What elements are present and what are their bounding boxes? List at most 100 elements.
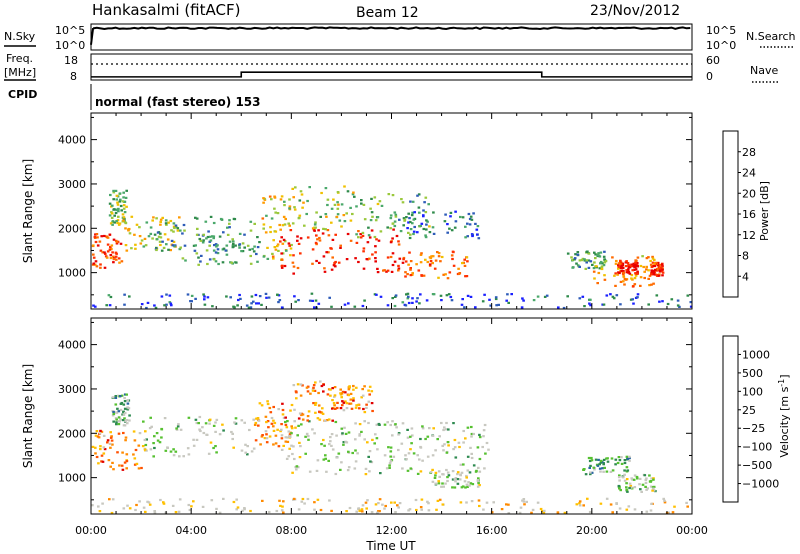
range-cell: [187, 416, 191, 419]
y-tick-label: 1000: [58, 472, 86, 485]
range-cell: [122, 216, 126, 219]
range-cell: [128, 232, 132, 235]
range-cell: [255, 302, 258, 305]
range-cell: [625, 482, 628, 485]
range-cell: [394, 294, 398, 297]
range-cell: [94, 452, 97, 455]
range-cell: [202, 233, 205, 236]
range-cell: [215, 507, 218, 510]
range-cell: [307, 410, 311, 413]
range-cell: [266, 246, 269, 249]
range-cell: [287, 242, 291, 245]
range-cell: [257, 302, 260, 305]
range-cell: [440, 299, 443, 302]
range-cell: [360, 430, 363, 433]
range-cell: [193, 249, 197, 252]
range-cell: [648, 284, 651, 287]
range-cell: [623, 473, 626, 476]
range-cell: [409, 467, 413, 470]
range-cell: [589, 304, 592, 307]
range-cell: [100, 235, 103, 238]
range-cell: [216, 248, 220, 251]
range-cell: [168, 301, 172, 304]
range-cell: [363, 420, 366, 423]
range-cell: [127, 227, 131, 231]
range-cell: [280, 252, 283, 255]
range-cell: [557, 306, 560, 309]
range-cell: [327, 459, 330, 462]
range-cell: [198, 237, 202, 241]
range-cell: [387, 446, 390, 449]
range-cell: [388, 464, 391, 467]
range-cell: [379, 295, 383, 298]
range-cell: [421, 427, 425, 430]
range-cell: [285, 249, 288, 252]
range-cell: [331, 407, 334, 410]
range-cell: [427, 509, 431, 512]
range-cell: [638, 477, 642, 480]
range-cell: [656, 268, 660, 271]
noise-left-tick-bottom: 10^0: [55, 39, 85, 52]
range-cell: [190, 294, 194, 297]
range-cell: [253, 423, 257, 426]
range-cell: [265, 421, 268, 424]
range-cell: [685, 501, 688, 504]
range-cell: [627, 505, 631, 508]
range-cell: [463, 264, 467, 267]
colorbar-tick-label: −500: [742, 459, 772, 472]
range-cell: [134, 247, 137, 250]
range-cell: [636, 256, 640, 259]
range-cell: [287, 430, 291, 433]
range-cell: [605, 294, 609, 297]
range-cell: [624, 265, 628, 268]
range-cell: [212, 446, 215, 450]
range-cell: [145, 306, 148, 310]
range-cell: [632, 302, 635, 305]
y-tick-label: 2000: [58, 427, 86, 440]
range-cell: [312, 386, 315, 389]
range-cell: [177, 510, 181, 513]
range-cell: [319, 380, 322, 383]
range-cell: [603, 278, 607, 281]
range-cell: [407, 509, 410, 512]
range-cell: [132, 430, 136, 433]
range-cell: [255, 252, 258, 256]
range-cell: [448, 271, 452, 274]
range-cell: [663, 501, 667, 504]
range-cell: [660, 269, 663, 272]
range-cell: [241, 509, 244, 512]
range-cell: [298, 441, 301, 444]
range-cell: [645, 510, 649, 513]
range-cell: [288, 434, 291, 438]
range-cell: [652, 487, 655, 490]
range-cell: [440, 255, 444, 259]
range-cell: [168, 294, 172, 297]
range-cell: [431, 434, 435, 437]
range-cell: [119, 418, 122, 421]
range-cell: [274, 211, 277, 214]
range-cell: [314, 226, 317, 229]
range-cell: [649, 480, 653, 483]
range-cell: [419, 253, 423, 256]
range-cell: [587, 252, 591, 255]
range-cell: [406, 292, 410, 295]
range-cell: [467, 212, 471, 216]
range-cell: [224, 249, 228, 252]
range-cell: [311, 299, 314, 302]
range-cell: [102, 434, 106, 437]
range-cell: [472, 212, 475, 215]
range-cell: [126, 408, 130, 411]
range-cell: [288, 447, 291, 450]
range-cell: [478, 433, 481, 436]
range-cell: [126, 422, 129, 425]
range-cell: [104, 252, 107, 255]
range-cell: [111, 223, 114, 226]
range-cell: [543, 295, 547, 298]
range-cell: [589, 464, 592, 467]
range-cell: [123, 211, 127, 214]
freq-unit-label: [MHz]: [4, 66, 36, 79]
range-cell: [270, 422, 274, 425]
range-cell: [330, 247, 333, 250]
range-cell: [170, 229, 173, 232]
range-cell: [365, 406, 368, 409]
